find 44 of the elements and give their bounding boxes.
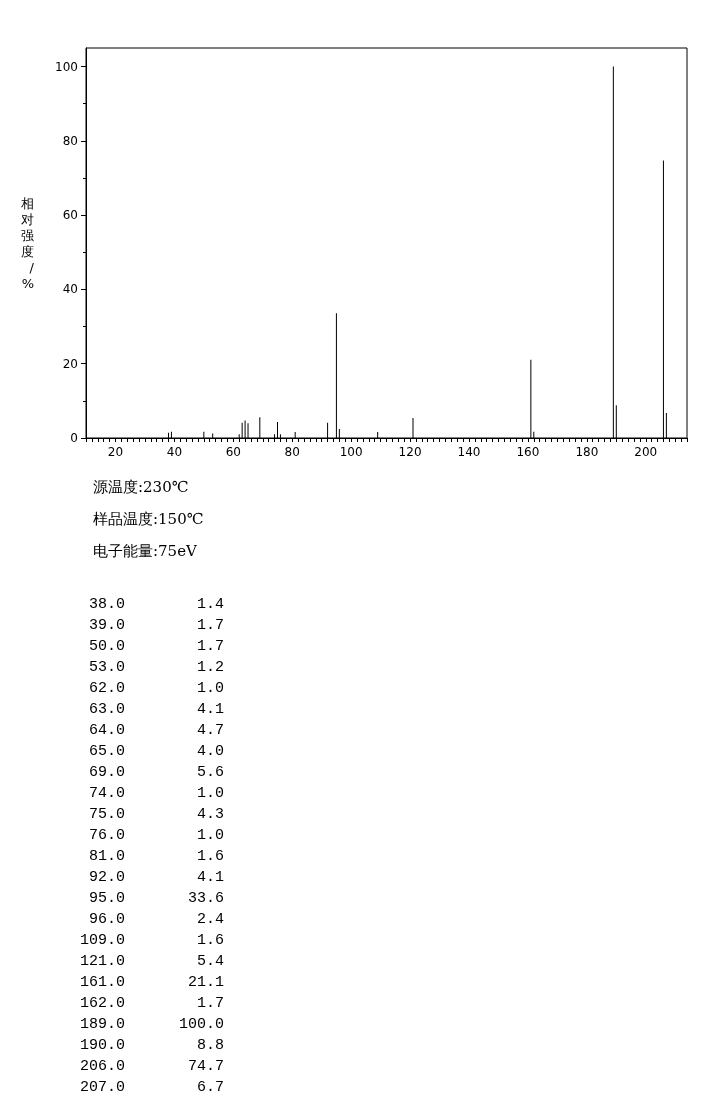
- text: 92.0 4.1: [88, 869, 226, 888]
- text: 96.0 2.4: [88, 911, 226, 930]
- y-tick-label: 20: [62, 356, 78, 371]
- y-tick-label: 100: [55, 59, 78, 74]
- x-tick-label: 100: [339, 445, 363, 459]
- x-tick-label: 120: [398, 445, 422, 459]
- text: 81.0 1.6: [88, 848, 226, 867]
- x-tick-label: 140: [457, 445, 481, 459]
- text: 50.0 1.7: [88, 638, 226, 657]
- text: 206.0 74.7: [80, 1058, 226, 1077]
- text: 64.0 4.7: [88, 722, 226, 741]
- text: 121.0 5.4: [80, 953, 226, 972]
- text: 190.0 8.8: [80, 1037, 226, 1056]
- text: 161.0 21.1: [80, 974, 226, 993]
- x-tick-label: 200: [634, 445, 658, 459]
- text: 189.0 100.0: [80, 1016, 226, 1035]
- x-tick-label: 20: [107, 445, 124, 459]
- text: 65.0 4.0: [88, 743, 226, 762]
- x-tick-label: 60: [225, 445, 241, 459]
- x-tick-label: 40: [166, 445, 183, 459]
- y-tick-label: 0: [70, 431, 78, 445]
- text: 162.0 1.7: [80, 995, 226, 1014]
- y-tick-label: 40: [62, 282, 78, 297]
- text: 95.0 33.6: [88, 890, 226, 909]
- text: 74.0 1.0: [88, 785, 226, 804]
- x-tick-label: 160: [516, 445, 540, 459]
- text: 76.0 1.0: [88, 827, 226, 846]
- text: 207.0 6.7: [80, 1079, 226, 1098]
- text: 69.0 5.6: [88, 764, 226, 783]
- text: 电子能量:75eV: [93, 542, 198, 562]
- x-tick-label: 180: [575, 445, 599, 459]
- text: 38.0 1.4: [88, 596, 226, 615]
- y-tick-label: 80: [62, 133, 78, 148]
- x-tick-label: 80: [284, 445, 300, 459]
- y-axis-title: 相对强度/%: [21, 195, 35, 291]
- text: 75.0 4.3: [88, 806, 226, 825]
- y-tick-label: 60: [62, 208, 78, 223]
- text: 109.0 1.6: [80, 932, 226, 951]
- text: 39.0 1.7: [88, 617, 226, 636]
- text: 63.0 4.1: [88, 701, 226, 720]
- text: 62.0 1.0: [88, 680, 226, 699]
- text: 53.0 1.2: [88, 659, 226, 678]
- text: 样品温度:150℃: [93, 510, 205, 530]
- text: 源温度:230℃: [93, 478, 190, 498]
